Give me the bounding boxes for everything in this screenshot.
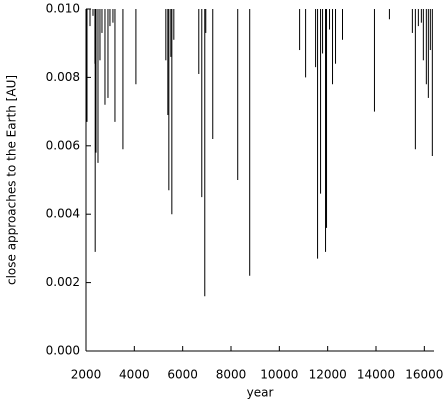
y-tick-label: 0.000 — [46, 344, 80, 358]
x-tick-label: 6000 — [167, 368, 198, 382]
y-axis-label: close approaches to the Earth [AU] — [5, 75, 19, 285]
x-tick-label: 2000 — [71, 368, 102, 382]
x-tick-label: 10000 — [260, 368, 298, 382]
x-tick-label: 12000 — [309, 368, 347, 382]
x-tick-label: 8000 — [216, 368, 247, 382]
y-tick-label: 0.002 — [46, 275, 80, 289]
x-axis-label: year — [247, 386, 274, 400]
y-tick-label: 0.006 — [46, 138, 80, 152]
y-tick-label: 0.004 — [46, 207, 80, 221]
y-tick-label: 0.008 — [46, 70, 80, 84]
y-tick-label: 0.010 — [46, 2, 80, 16]
x-tick-label: 14000 — [357, 368, 395, 382]
x-tick-label: 16000 — [405, 368, 443, 382]
x-tick-label: 4000 — [119, 368, 150, 382]
